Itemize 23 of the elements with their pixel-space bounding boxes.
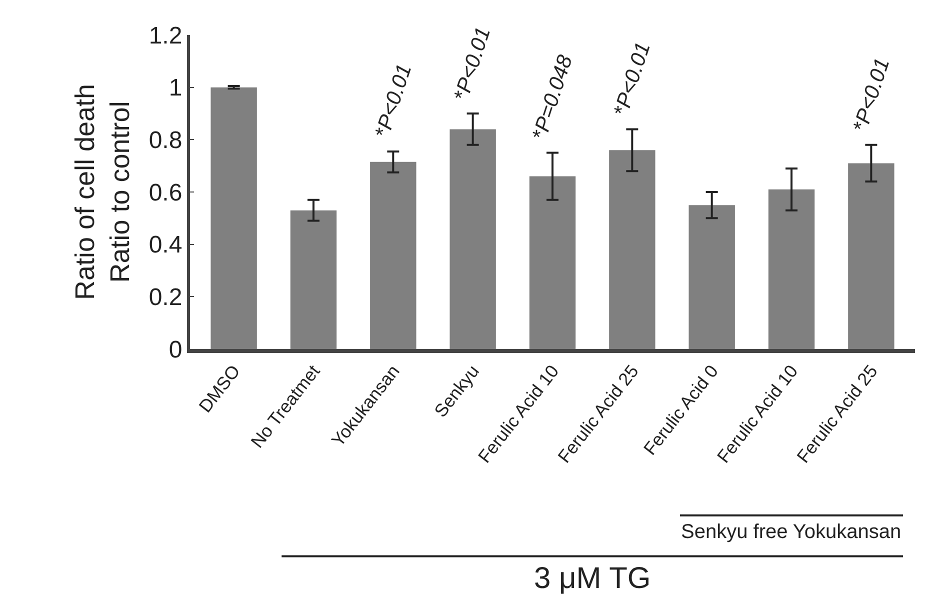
- annotation: *P<0.01: [450, 24, 496, 104]
- y-tick-label: 0.8: [148, 127, 182, 154]
- y-tick-label: 0: [168, 336, 182, 364]
- bar: [450, 129, 496, 349]
- bar: [210, 87, 257, 349]
- y-tick-label: 1.2: [148, 22, 182, 50]
- bar: [609, 150, 656, 349]
- y-tick-label: 0.6: [148, 179, 182, 206]
- text: 3 μM TG: [534, 562, 651, 595]
- y-axis-title: Ratio of cell death Ratio to control: [70, 84, 135, 300]
- y-tick-label: 0.4: [148, 232, 182, 259]
- text: Senkyu free Yokukansan: [681, 521, 902, 543]
- bar: [370, 162, 416, 349]
- annotation: *P<0.01: [849, 55, 894, 134]
- annotation: *P<0.01: [610, 40, 655, 118]
- bar: [688, 205, 735, 349]
- bar: [529, 176, 576, 349]
- bar: [848, 163, 894, 349]
- y-tick-label: 0.2: [148, 284, 182, 312]
- bar: [768, 189, 815, 349]
- bar: [290, 210, 337, 349]
- annotation: *P<0.01: [371, 61, 416, 140]
- y-tick-label: 1: [168, 74, 182, 102]
